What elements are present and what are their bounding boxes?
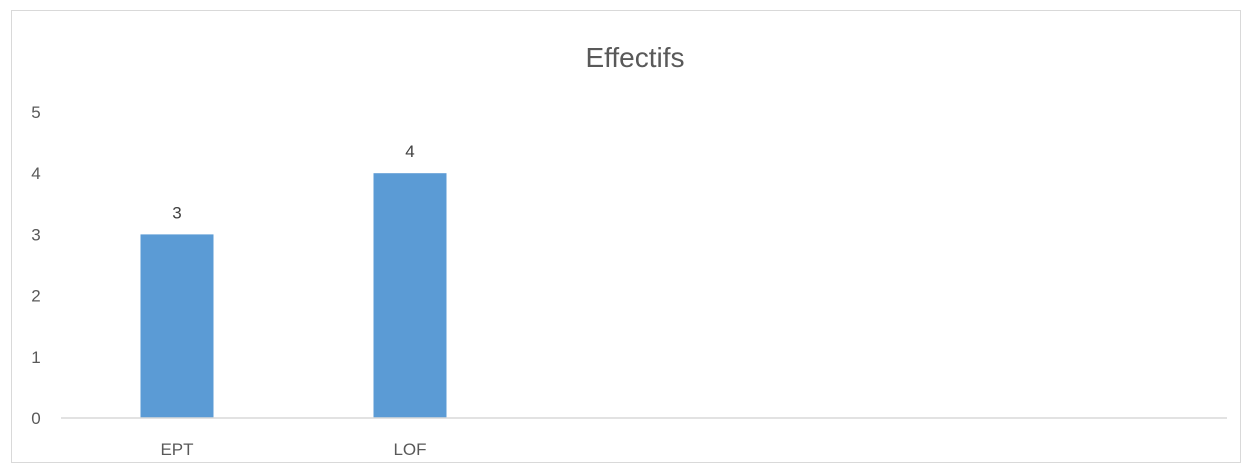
y-tick-label: 5 [31,103,40,122]
data-label: 3 [172,203,181,222]
chart-title: Effectifs [585,42,684,73]
y-axis-ticks: 0 1 2 3 4 5 [31,103,40,428]
x-axis-ticks: EPT LOF [160,440,426,459]
y-tick-label: 0 [31,409,40,428]
x-tick-label: LOF [393,440,426,459]
bar-ept [140,234,214,418]
bars [140,173,447,418]
y-tick-label: 2 [31,287,40,306]
y-tick-label: 4 [31,164,40,183]
y-tick-label: 1 [31,348,40,367]
data-labels: 34 [172,142,414,222]
x-tick-label: EPT [160,440,193,459]
bar-lof [373,173,447,418]
y-tick-label: 3 [31,225,40,244]
data-label: 4 [405,142,414,161]
chart-frame [11,10,1241,463]
